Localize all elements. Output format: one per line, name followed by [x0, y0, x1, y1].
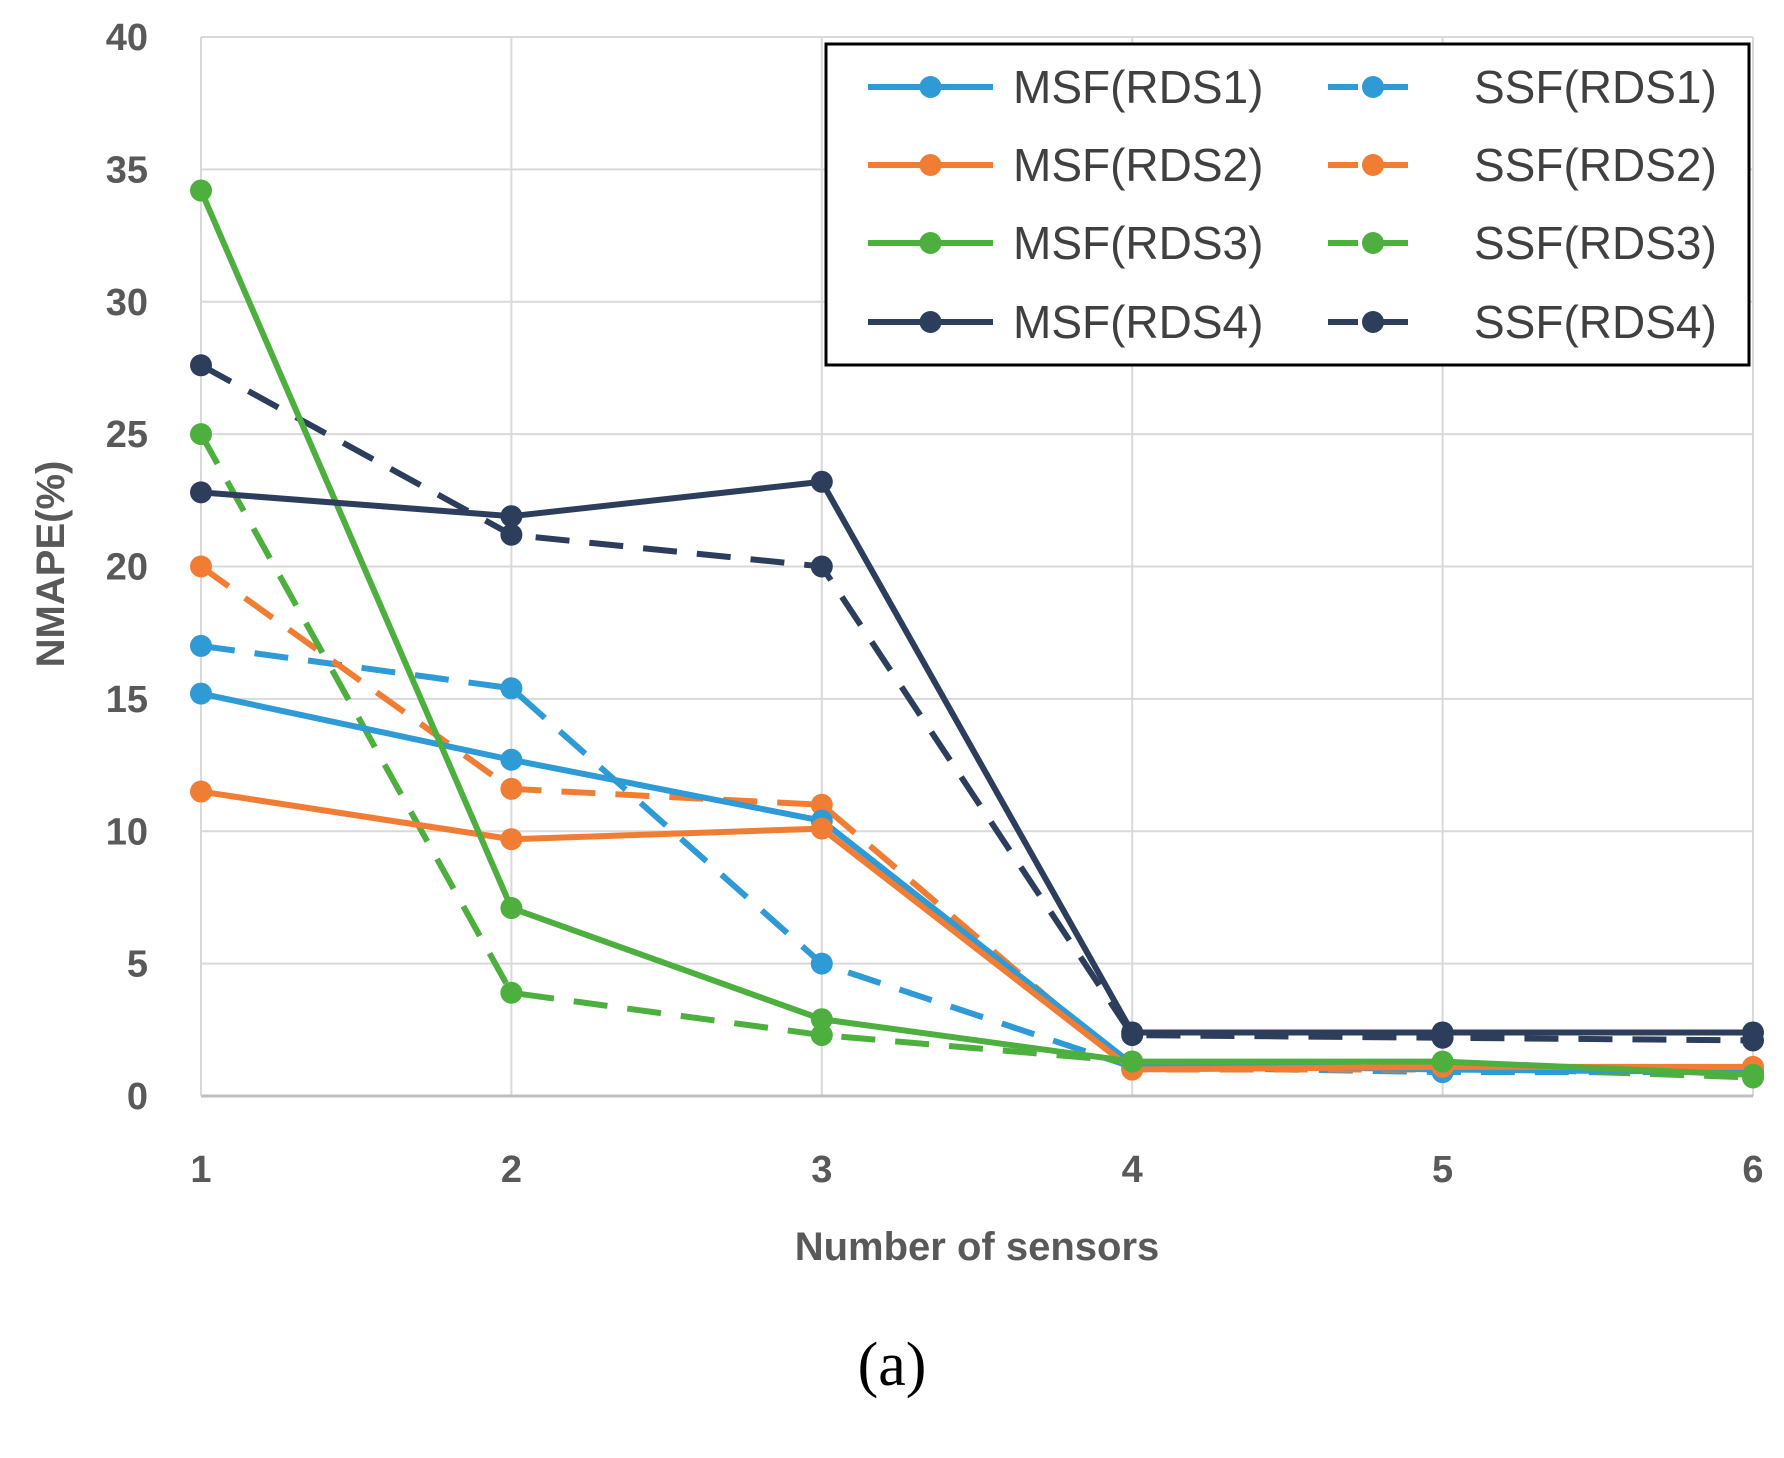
legend-label-msf-rds1: MSF(RDS1)	[1013, 61, 1263, 113]
series-lines	[190, 179, 1764, 1089]
legend-item-ssf-rds4: SSF(RDS4)	[1328, 296, 1717, 348]
series-line-msf-rds2	[200, 788, 1753, 1073]
point-ssf-rds3-3	[810, 1024, 833, 1047]
gridlines	[200, 36, 1754, 1097]
point-ssf-rds3-1	[190, 423, 212, 446]
legend-item-ssf-rds2: SSF(RDS2)	[1328, 139, 1717, 191]
legend-marker-msf-rds4	[919, 311, 942, 333]
legend-label-msf-rds4: MSF(RDS4)	[1013, 296, 1263, 348]
y-tick-label: 10	[106, 811, 148, 853]
point-ssf-rds2-3	[810, 793, 833, 816]
y-tick-label: 30	[106, 282, 148, 324]
point-ssf-rds2-1	[190, 555, 212, 578]
series-msf-rds4	[190, 470, 1764, 1044]
point-msf-rds4-4	[1121, 1021, 1144, 1044]
series-line-ssf-rds2	[199, 564, 1753, 1073]
series-msf-rds3	[190, 179, 1764, 1086]
series-line-msf-rds1	[200, 690, 1754, 1076]
legend-marker-msf-rds3	[919, 232, 942, 254]
point-ssf-rds4-2	[500, 523, 523, 546]
series-line-msf-rds4	[200, 478, 1753, 1036]
point-msf-rds3-2	[500, 897, 523, 920]
legend-marker-ssf-rds4	[1362, 311, 1384, 333]
point-msf-rds3-4	[1121, 1050, 1144, 1073]
legend-item-msf-rds1: MSF(RDS1)	[868, 61, 1263, 113]
series-line-ssf-rds1	[200, 642, 1753, 1076]
point-ssf-rds2-2	[500, 777, 523, 800]
legend-marker-msf-rds2	[919, 154, 942, 176]
series-msf-rds1	[190, 682, 1764, 1084]
legend-label-msf-rds2: MSF(RDS2)	[1013, 139, 1263, 191]
legend-marker-ssf-rds3	[1362, 232, 1384, 254]
y-tick-label: 35	[106, 149, 148, 191]
point-ssf-rds1-3	[810, 952, 833, 975]
y-tick-labels: 0 5 10 15 20 25 30 35 40	[106, 17, 148, 1118]
x-tick-labels: 1 2 3 4 5 6	[190, 1149, 1763, 1191]
point-msf-rds4-2	[500, 505, 523, 528]
x-tick-label: 6	[1742, 1149, 1763, 1191]
point-ssf-rds1-2	[500, 677, 523, 700]
series-ssf-rds1	[190, 634, 1764, 1084]
legend-label-ssf-rds2: SSF(RDS2)	[1474, 139, 1717, 191]
point-msf-rds3-6	[1742, 1063, 1764, 1086]
legend-label-ssf-rds1: SSF(RDS1)	[1474, 61, 1717, 113]
legend-label-ssf-rds3: SSF(RDS3)	[1474, 217, 1717, 269]
legend: MSF(RDS1) MSF(RDS2) MSF(RDS3) MSF(RDS4) SSF(…	[824, 42, 1751, 367]
figure-caption: (a)	[857, 1331, 927, 1399]
point-ssf-rds4-3	[810, 555, 833, 578]
point-msf-rds1-1	[190, 682, 212, 705]
legend-item-ssf-rds3: SSF(RDS3)	[1328, 217, 1717, 269]
x-axis-title: Number of sensors	[795, 1225, 1160, 1269]
y-tick-label: 25	[106, 414, 148, 456]
legend-item-msf-rds4: MSF(RDS4)	[868, 296, 1263, 348]
point-msf-rds1-2	[500, 748, 523, 771]
point-msf-rds4-6	[1742, 1021, 1764, 1044]
y-tick-label: 40	[106, 17, 148, 59]
series-ssf-rds2	[190, 555, 1764, 1081]
point-ssf-rds1-1	[190, 634, 212, 657]
point-ssf-rds4-1	[190, 354, 212, 377]
y-tick-label: 15	[106, 679, 148, 721]
x-tick-label: 4	[1122, 1149, 1143, 1191]
legend-label-ssf-rds4: SSF(RDS4)	[1474, 296, 1717, 348]
point-msf-rds3-1	[190, 179, 212, 202]
y-tick-label: 5	[127, 944, 148, 986]
y-tick-label: 0	[127, 1076, 148, 1118]
y-tick-label: 20	[106, 547, 148, 589]
point-msf-rds3-3	[810, 1008, 833, 1031]
x-tick-label: 5	[1432, 1149, 1453, 1191]
x-tick-label: 3	[811, 1149, 832, 1191]
point-msf-rds4-1	[190, 481, 212, 504]
legend-label-msf-rds3: MSF(RDS3)	[1013, 217, 1263, 269]
legend-item-msf-rds3: MSF(RDS3)	[868, 217, 1263, 269]
series-line-msf-rds3	[198, 189, 1754, 1078]
x-tick-label: 1	[190, 1149, 211, 1191]
legend-item-msf-rds2: MSF(RDS2)	[868, 139, 1263, 191]
point-msf-rds3-5	[1431, 1050, 1454, 1073]
point-msf-rds2-2	[500, 828, 523, 851]
series-line-ssf-rds4	[199, 362, 1754, 1044]
point-msf-rds2-1	[190, 780, 212, 803]
x-tick-label: 2	[501, 1149, 522, 1191]
legend-marker-msf-rds1	[919, 76, 942, 98]
point-msf-rds4-3	[810, 470, 833, 493]
point-msf-rds2-3	[810, 817, 833, 840]
legend-item-ssf-rds1: SSF(RDS1)	[1328, 61, 1717, 113]
point-ssf-rds3-2	[500, 981, 523, 1004]
legend-marker-ssf-rds2	[1362, 154, 1384, 176]
legend-box	[824, 42, 1751, 367]
y-axis-title: NMAPE(%)	[29, 461, 73, 668]
legend-marker-ssf-rds1	[1362, 76, 1384, 98]
point-msf-rds4-5	[1431, 1021, 1454, 1044]
